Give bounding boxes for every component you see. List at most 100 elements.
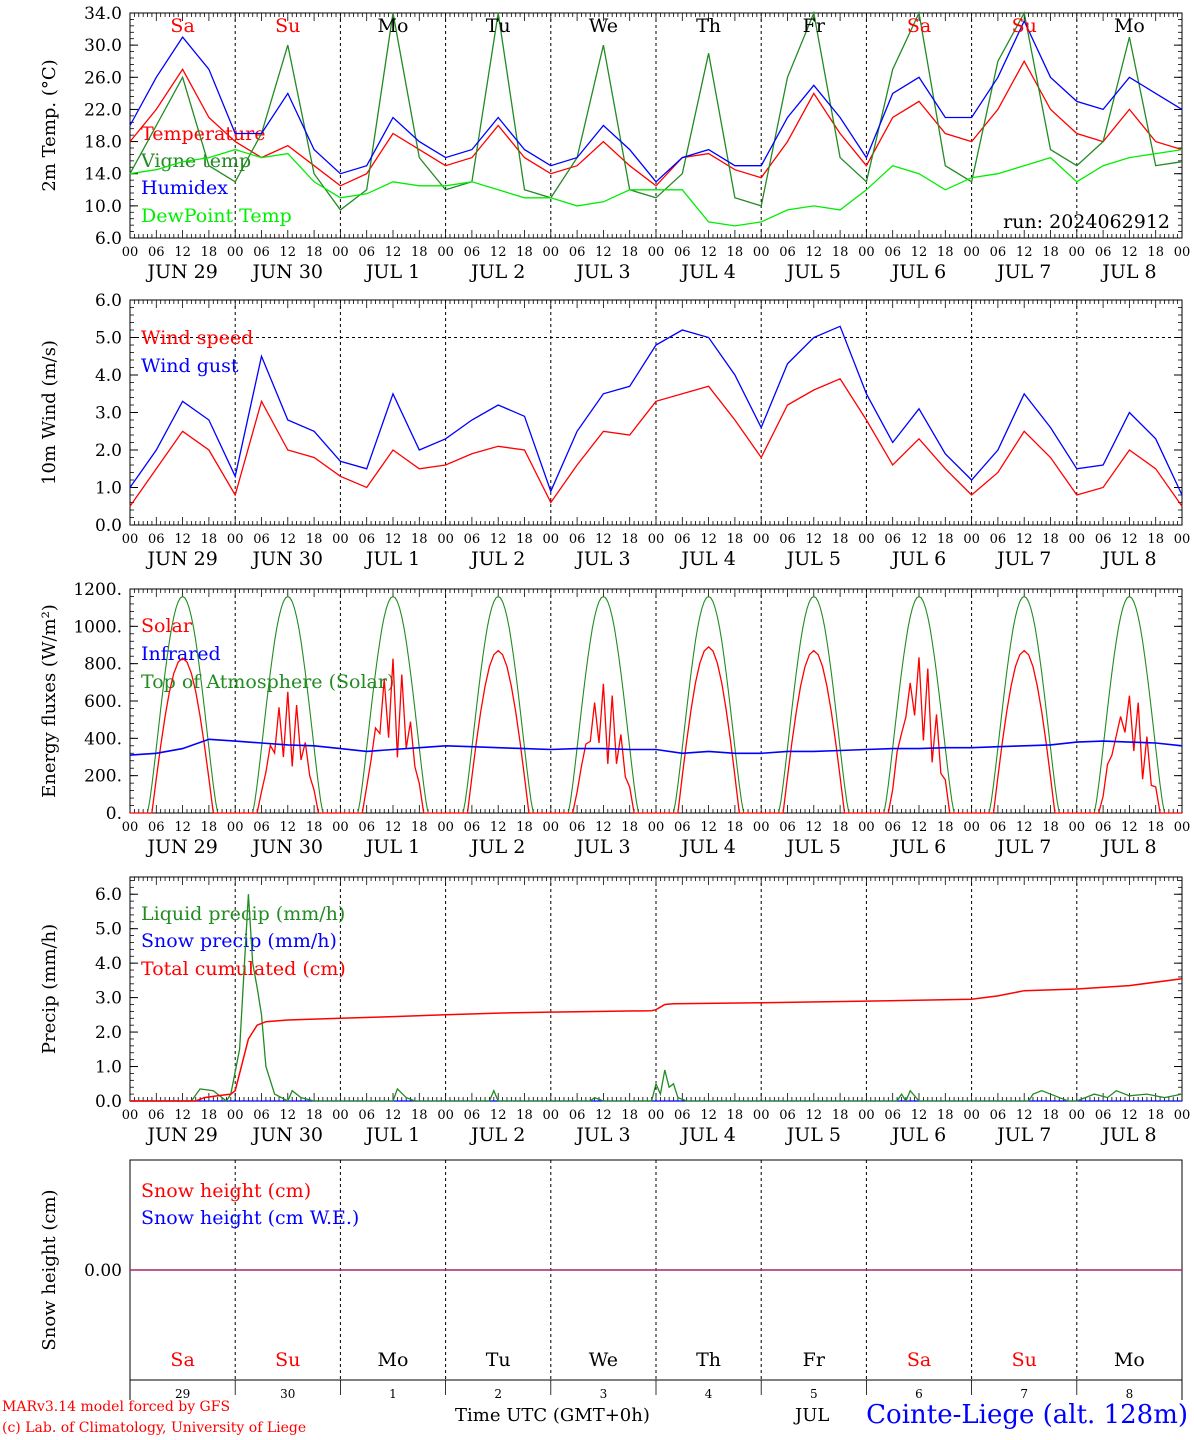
hour-label: 00 bbox=[648, 820, 665, 835]
date-label: JUN 30 bbox=[251, 261, 323, 283]
hour-label: 06 bbox=[884, 532, 901, 547]
hour-label: 18 bbox=[621, 1108, 638, 1123]
day-name-label: Sa bbox=[170, 1349, 194, 1371]
hour-label: 12 bbox=[806, 820, 823, 835]
y-tick-label: 0.00 bbox=[84, 1261, 122, 1281]
day-number-label: 30 bbox=[280, 1387, 295, 1401]
hour-label: 00 bbox=[122, 1108, 139, 1123]
hour-label: 12 bbox=[490, 820, 507, 835]
hour-label: 06 bbox=[1095, 532, 1112, 547]
date-label: JUL 6 bbox=[890, 548, 946, 570]
day-number-label: 4 bbox=[705, 1387, 713, 1401]
day-name-label: Sa bbox=[907, 1349, 931, 1371]
hour-label: 18 bbox=[1042, 245, 1059, 260]
y-axis-label: 2m Temp. (°C) bbox=[39, 59, 60, 191]
hour-label: 12 bbox=[174, 245, 191, 260]
hour-label: 06 bbox=[148, 820, 165, 835]
hour-label: 00 bbox=[1069, 245, 1086, 260]
hour-label: 06 bbox=[464, 532, 481, 547]
hour-label: 00 bbox=[437, 532, 454, 547]
hour-label: 06 bbox=[1095, 1108, 1112, 1123]
legend-entry: Wind gust bbox=[141, 355, 239, 377]
y-tick-label: 800. bbox=[84, 655, 122, 675]
y-tick-label: 30.0 bbox=[84, 36, 122, 56]
y-axis-label: Energy fluxes (W/m²) bbox=[39, 604, 60, 798]
hour-label: 12 bbox=[595, 1108, 612, 1123]
hour-label: 12 bbox=[700, 532, 717, 547]
date-label: JUL 1 bbox=[364, 1124, 420, 1146]
date-label: JUL 7 bbox=[995, 836, 1051, 858]
legend-entry: Top of Atmosphere (Solar) bbox=[141, 671, 394, 693]
hour-label: 00 bbox=[858, 820, 875, 835]
hour-label: 00 bbox=[332, 1108, 349, 1123]
hour-label: 06 bbox=[1095, 245, 1112, 260]
y-tick-label: 400. bbox=[84, 729, 122, 749]
y-tick-label: 26.0 bbox=[84, 68, 122, 88]
y-tick-label: 3.0 bbox=[95, 989, 122, 1009]
hour-label: 06 bbox=[358, 532, 375, 547]
hour-label: 18 bbox=[1147, 1108, 1164, 1123]
hour-label: 06 bbox=[990, 532, 1007, 547]
date-label: JUL 5 bbox=[785, 836, 841, 858]
hour-label: 12 bbox=[490, 532, 507, 547]
y-tick-label: 6.0 bbox=[95, 291, 122, 311]
hour-label: 06 bbox=[253, 532, 270, 547]
hour-label: 18 bbox=[1147, 820, 1164, 835]
hour-label: 00 bbox=[332, 245, 349, 260]
hour-label: 18 bbox=[516, 1108, 533, 1123]
hour-label: 12 bbox=[700, 245, 717, 260]
hour-label: 18 bbox=[1147, 245, 1164, 260]
date-label: JUL 3 bbox=[574, 836, 630, 858]
hour-label: 18 bbox=[832, 820, 849, 835]
day-number-label: 5 bbox=[810, 1387, 818, 1401]
hour-label: 00 bbox=[122, 245, 139, 260]
chart-panel-1: 00 06 12 18 00 06 12 18 00 06 12 18 00 06 12 18 00 06 12 18… bbox=[39, 4, 1190, 283]
hour-label: 12 bbox=[280, 820, 297, 835]
day-name-label: Mo bbox=[378, 1349, 409, 1371]
hour-label: 12 bbox=[1016, 532, 1033, 547]
hour-label: 06 bbox=[779, 245, 796, 260]
chart-panel-4: 00 06 12 18 00 06 12 18 00 06 12 18 00 06 12 18 00 06 12 18… bbox=[39, 876, 1190, 1146]
hour-label: 00 bbox=[227, 532, 244, 547]
y-tick-label: 34.0 bbox=[84, 4, 122, 24]
date-label: JUL 8 bbox=[1100, 1124, 1156, 1146]
hour-label: 00 bbox=[1174, 245, 1191, 260]
hour-label: 00 bbox=[437, 245, 454, 260]
hour-label: 12 bbox=[700, 820, 717, 835]
date-label: JUN 29 bbox=[145, 1124, 217, 1146]
hour-label: 00 bbox=[648, 532, 665, 547]
day-number-label: 1 bbox=[389, 1387, 397, 1401]
date-label: JUL 2 bbox=[469, 1124, 525, 1146]
hour-label: 06 bbox=[674, 820, 691, 835]
hour-label: 18 bbox=[1147, 532, 1164, 547]
date-label: JUL 4 bbox=[679, 836, 735, 858]
hour-label: 12 bbox=[1121, 820, 1138, 835]
hour-label: 18 bbox=[727, 532, 744, 547]
date-label: JUL 1 bbox=[364, 548, 420, 570]
hour-label: 12 bbox=[385, 820, 402, 835]
day-number-label: 3 bbox=[600, 1387, 608, 1401]
legend-entry: Snow height (cm) bbox=[141, 1180, 311, 1202]
hour-label: 12 bbox=[280, 532, 297, 547]
y-tick-label: 3.0 bbox=[95, 404, 122, 424]
hour-label: 06 bbox=[569, 820, 586, 835]
hour-label: 00 bbox=[332, 532, 349, 547]
hour-label: 06 bbox=[253, 1108, 270, 1123]
hour-label: 06 bbox=[358, 245, 375, 260]
hour-label: 18 bbox=[306, 1108, 323, 1123]
day-name-label: We bbox=[589, 15, 618, 37]
hour-label: 12 bbox=[595, 532, 612, 547]
hour-label: 12 bbox=[1016, 245, 1033, 260]
y-tick-label: 1.0 bbox=[95, 479, 122, 499]
hour-label: 12 bbox=[595, 245, 612, 260]
y-tick-label: 6.0 bbox=[95, 885, 122, 905]
hour-label: 18 bbox=[621, 245, 638, 260]
hour-label: 18 bbox=[306, 820, 323, 835]
hour-label: 00 bbox=[437, 1108, 454, 1123]
hour-label: 18 bbox=[832, 1108, 849, 1123]
y-tick-label: 0.0 bbox=[95, 1092, 122, 1112]
station-label: Cointe-Liege (alt. 128m) bbox=[866, 1400, 1188, 1430]
legend-entry: Snow height (cm W.E.) bbox=[141, 1207, 359, 1229]
hour-label: 12 bbox=[806, 245, 823, 260]
hour-label: 06 bbox=[884, 820, 901, 835]
